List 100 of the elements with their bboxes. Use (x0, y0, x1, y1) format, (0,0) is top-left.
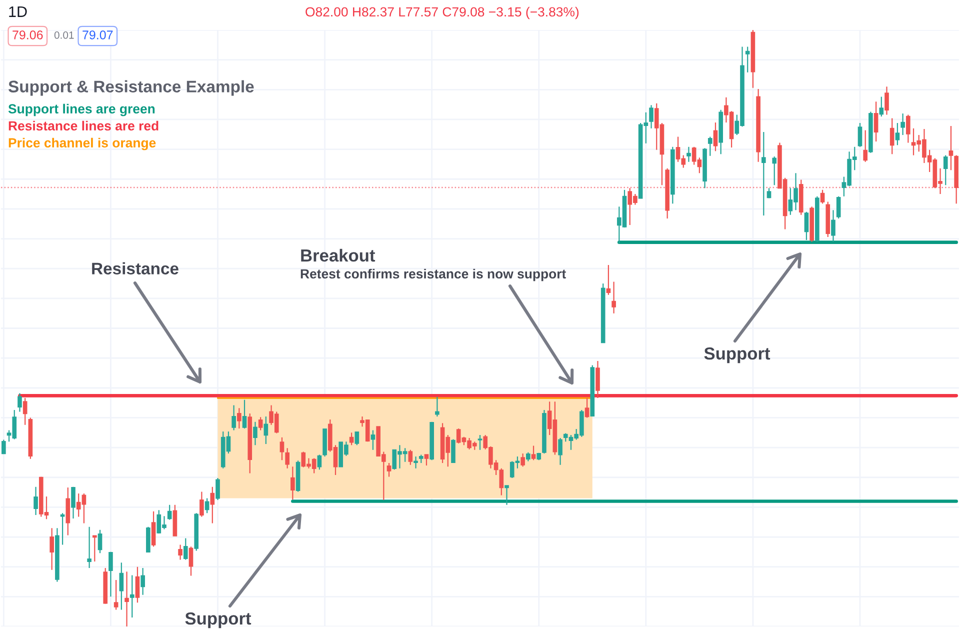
candlestick (108, 551, 113, 598)
candlestick (253, 421, 258, 446)
candlestick (60, 512, 65, 546)
candlestick (435, 396, 440, 418)
candlestick (408, 449, 413, 466)
text: Support & Resistance Example (8, 80, 254, 96)
candlestick (354, 430, 360, 446)
candlestick (772, 156, 777, 186)
candlestick (322, 428, 327, 458)
candlestick (178, 544, 182, 560)
annotation: 79.07 (82, 30, 113, 40)
candlestick (943, 154, 948, 186)
candlestick (649, 104, 654, 129)
candlestick (600, 282, 606, 344)
candlestick (18, 392, 22, 412)
candlestick (879, 96, 884, 118)
text: Support lines are green (8, 104, 155, 116)
candlestick (50, 528, 54, 570)
candlestick (237, 408, 242, 430)
candlestick (451, 438, 456, 464)
candlestick (210, 486, 215, 524)
annotation: Support (704, 347, 770, 364)
annotation: Retest confirms resistance is now support (300, 268, 566, 282)
candlestick (232, 404, 236, 431)
candlestick (558, 437, 562, 466)
candlestick (895, 122, 900, 146)
candlestick (542, 409, 546, 454)
candlestick (248, 412, 252, 474)
candlestick (906, 114, 910, 144)
candlestick (242, 399, 247, 430)
candlestick (798, 179, 804, 216)
annotation: Support (185, 612, 252, 628)
candlestick (686, 146, 691, 162)
candlestick (745, 46, 750, 73)
candlestick (536, 452, 542, 461)
candlestick (66, 486, 70, 536)
candlestick (596, 360, 600, 399)
candlestick (285, 448, 290, 469)
candlestick (386, 462, 392, 478)
candlestick (430, 421, 434, 461)
candlestick (713, 122, 718, 152)
candlestick (831, 210, 836, 242)
candlestick (418, 454, 424, 464)
text: 1D (9, 6, 27, 17)
candlestick (414, 456, 418, 469)
candlestick (349, 432, 354, 446)
candlestick (815, 196, 820, 242)
candlestick (167, 504, 172, 520)
candlestick (290, 466, 295, 500)
text: Resistance lines are red (8, 120, 158, 131)
candlestick (216, 477, 220, 501)
candlestick (130, 574, 134, 618)
candlestick (702, 148, 707, 189)
candlestick (520, 452, 525, 468)
candlestick (612, 281, 616, 314)
candlestick (478, 434, 482, 450)
candlestick (718, 109, 723, 155)
candlestick (114, 579, 118, 610)
candlestick (531, 445, 536, 461)
candlestick (756, 88, 760, 162)
candlestick (884, 86, 889, 116)
candlestick (258, 416, 263, 431)
candlestick (92, 534, 97, 562)
text: O82.00 H82.37 L77.57 C79.08 −3.15 (−3.83%) (306, 6, 579, 20)
candlestick (863, 130, 868, 162)
candlestick (810, 206, 814, 242)
text: Price channel is orange (8, 138, 156, 150)
candlestick (954, 154, 958, 204)
candlestick (584, 397, 590, 418)
candlestick (200, 491, 204, 518)
candlestick (874, 101, 878, 142)
candlestick (194, 512, 199, 552)
candlestick (526, 452, 530, 462)
annotation: Resistance (92, 262, 178, 274)
candlestick (504, 484, 509, 506)
candlestick (708, 136, 712, 156)
candlestick (22, 397, 28, 426)
candlestick (665, 168, 670, 220)
candlestick (103, 567, 108, 604)
candlestick (868, 111, 873, 154)
candlestick (2, 439, 6, 455)
candlestick (280, 436, 284, 461)
candlestick (606, 264, 611, 296)
candlestick (135, 566, 140, 604)
annotation: Breakout (301, 248, 376, 262)
candlestick (590, 364, 595, 418)
candlestick (424, 454, 429, 466)
candlestick (370, 430, 376, 450)
candlestick (948, 125, 954, 171)
candlestick (826, 201, 830, 238)
candlestick (670, 146, 675, 204)
candlestick (264, 416, 268, 445)
candlestick (761, 131, 766, 216)
candlestick (71, 486, 76, 520)
candlestick (900, 112, 905, 136)
candlestick (183, 538, 188, 560)
annotation: 0.01 (54, 31, 74, 39)
candlestick (140, 567, 145, 596)
candlestick (34, 486, 38, 516)
annotation: 79.06 (12, 30, 43, 40)
